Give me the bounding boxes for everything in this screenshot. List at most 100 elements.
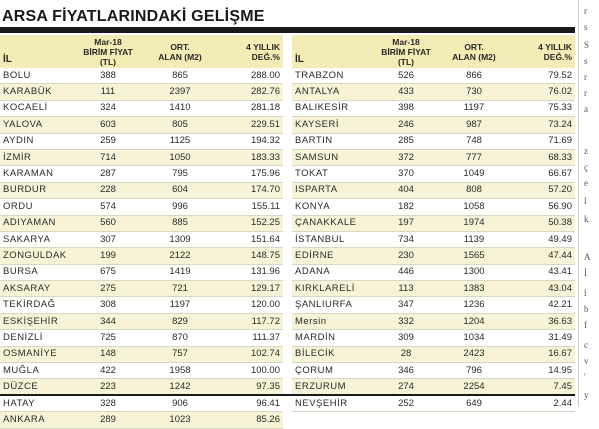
cell-birim-fiyat: 433 [372, 83, 440, 101]
cell-birim-fiyat: 287 [72, 165, 144, 183]
cell-degisim: 68.33 [508, 149, 575, 167]
cell-il: ISPARTA [292, 182, 372, 200]
cell-il: İSTANBUL [292, 231, 372, 249]
cell-il: YALOVA [0, 116, 72, 134]
table-row: EDİRNE 230 1565 47.44 [292, 247, 575, 265]
cell-birim-fiyat: 370 [372, 165, 440, 183]
cell-degisim: 129.17 [216, 280, 283, 298]
table-row: ERZURUM 274 2254 7.45 [292, 378, 575, 396]
header-degisim: 4 YILLIK DEĞ.% [508, 35, 575, 68]
table-row: Mersin 332 1204 36.63 [292, 313, 575, 331]
cell-birim-fiyat: 228 [72, 182, 144, 200]
cell-degisim: 56.90 [508, 198, 575, 216]
cell-ort-alan: 1419 [144, 264, 216, 282]
table-row: YALOVA 603 805 229.51 [0, 116, 283, 134]
cell-birim-fiyat: 574 [72, 198, 144, 216]
cell-il: ZONGULDAK [0, 247, 72, 265]
cell-il: KAYSERİ [292, 116, 372, 134]
cell-ort-alan: 757 [144, 346, 216, 364]
cell-il: BARTIN [292, 133, 372, 150]
side-text-fragment: k [584, 214, 589, 224]
cell-il: KIRKLARELİ [292, 280, 372, 298]
header-ort-alan: ORT. ALAN (M2) [440, 35, 508, 68]
cell-ort-alan: 2122 [144, 247, 216, 265]
side-text-fragment: r [584, 72, 587, 82]
cell-ort-alan: 987 [440, 116, 508, 134]
cell-degisim: 175.96 [216, 165, 283, 183]
cell-il: KARAMAN [0, 165, 72, 183]
header-birim-label: BİRİM FİYAT (TL) [381, 46, 431, 67]
cell-ort-alan: 865 [144, 68, 216, 85]
cell-il: KARABÜK [0, 83, 72, 101]
cell-il: DENİZLİ [0, 329, 72, 347]
cell-ort-alan: 795 [144, 165, 216, 183]
cell-degisim: 151.64 [216, 231, 283, 249]
column-divider [286, 35, 289, 393]
cell-ort-alan: 1058 [440, 198, 508, 216]
side-text-fragment: l [584, 288, 587, 298]
side-text-fragment: l [584, 196, 587, 206]
table-row: OSMANİYE 148 757 102.74 [0, 346, 283, 364]
header-degisim: 4 YILLIK DEĞ.% [216, 35, 283, 68]
cell-degisim: 66.67 [508, 165, 575, 183]
table-row: ORDU 574 996 155.11 [0, 198, 283, 216]
cell-birim-fiyat: 289 [72, 411, 144, 429]
header-alan-line2: ALAN (M2) [158, 51, 202, 62]
side-text-fragment: f [584, 320, 587, 330]
cell-il: BURDUR [0, 182, 72, 200]
cell-ort-alan: 808 [440, 182, 508, 200]
cell-ort-alan: 906 [144, 395, 216, 413]
cell-degisim: 131.96 [216, 264, 283, 282]
side-text-fragment: v [584, 356, 589, 366]
cell-birim-fiyat: 28 [372, 346, 440, 364]
cell-degisim: 43.41 [508, 264, 575, 282]
side-text-fragment: a [584, 104, 588, 114]
table-row: SAKARYA 307 1309 151.64 [0, 231, 283, 249]
table-row: MARDİN 309 1034 31.49 [292, 329, 575, 347]
cell-degisim: 76.02 [508, 83, 575, 101]
cell-ort-alan: 1049 [440, 165, 508, 183]
cell-birim-fiyat: 675 [72, 264, 144, 282]
table-row: İZMİR 714 1050 183.33 [0, 149, 283, 167]
side-text-fragment: İ [584, 268, 587, 278]
cell-birim-fiyat: 148 [72, 346, 144, 364]
cell-il: AKSARAY [0, 280, 72, 298]
table-row: ESKİŞEHİR 344 829 117.72 [0, 313, 283, 331]
cell-il: ADIYAMAN [0, 215, 72, 232]
cell-birim-fiyat: 422 [72, 362, 144, 380]
cell-ort-alan: 1410 [144, 100, 216, 118]
side-text-fragment: A [584, 252, 591, 262]
cell-ort-alan: 1139 [440, 231, 508, 249]
table-header-row: İL Mar-18 BİRİM FİYAT (TL) ORT. ALAN (M2… [0, 35, 283, 68]
cell-birim-fiyat: 404 [372, 182, 440, 200]
cell-birim-fiyat: 344 [72, 313, 144, 331]
header-deg-line1: 4 YILLIK [246, 41, 280, 52]
cell-il: OSMANİYE [0, 346, 72, 364]
cell-degisim: 31.49 [508, 329, 575, 347]
header-birim-fiyat: Mar-18 BİRİM FİYAT (TL) [72, 35, 144, 68]
cell-degisim: 47.44 [508, 247, 575, 265]
side-text-fragment: c [584, 340, 588, 350]
cell-degisim: 229.51 [216, 116, 283, 134]
header-ort-alan: ORT. ALAN (M2) [144, 35, 216, 68]
cell-ort-alan: 996 [144, 198, 216, 216]
cell-birim-fiyat: 324 [72, 100, 144, 118]
table-row: TOKAT 370 1049 66.67 [292, 165, 575, 183]
cell-degisim: 111.37 [216, 329, 283, 347]
cell-birim-fiyat: 199 [72, 247, 144, 265]
table-row: HATAY 328 906 96.41 [0, 395, 283, 413]
cell-il: DÜZCE [0, 378, 72, 396]
cell-degisim: 183.33 [216, 149, 283, 167]
page-title: ARSA FİYATLARINDAKİ GELİŞME [2, 8, 265, 25]
cell-ort-alan: 748 [440, 133, 508, 150]
cell-ort-alan: 1197 [144, 296, 216, 314]
cell-degisim: 36.63 [508, 313, 575, 331]
cell-degisim: 49.49 [508, 231, 575, 249]
cell-ort-alan: 1242 [144, 378, 216, 396]
table-row: ÇORUM 346 796 14.95 [292, 362, 575, 380]
cell-degisim: 96.41 [216, 395, 283, 413]
header-alan-line2: ALAN (M2) [452, 51, 496, 62]
cell-ort-alan: 1050 [144, 149, 216, 167]
table-body-right: TRABZON 526 866 79.52 ANTALYA 433 730 76.02 BALI… [292, 68, 575, 413]
